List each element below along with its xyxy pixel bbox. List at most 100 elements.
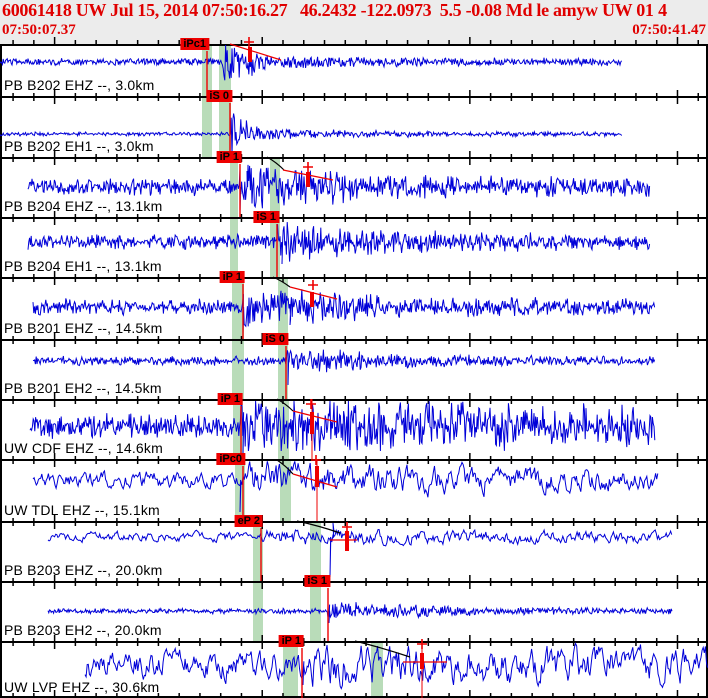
timeline-minor-tick — [572, 93, 575, 101]
timeline-minor-tick — [199, 336, 201, 344]
coda-plus-marker[interactable] — [342, 522, 352, 532]
coda-end-marker[interactable] — [306, 172, 310, 187]
timeline-minor-tick — [427, 274, 430, 282]
coda-end-marker[interactable] — [420, 653, 424, 669]
ruler-minor-tick — [386, 40, 388, 44]
timeline-minor-tick — [635, 336, 637, 344]
timeline-minor-tick — [635, 274, 637, 282]
timeline-major-tick — [53, 151, 56, 165]
timeline-minor-tick — [448, 638, 450, 646]
timeline-minor-tick — [136, 274, 139, 282]
phase-pick-line[interactable] — [242, 466, 244, 521]
timeline-minor-tick — [635, 396, 637, 404]
coda-plus-marker[interactable] — [303, 162, 313, 172]
timeline-minor-tick — [614, 154, 616, 162]
seismogram-trace[interactable] — [0, 44, 623, 81]
timeline-minor-tick — [116, 93, 118, 101]
timeline-minor-tick — [635, 638, 637, 646]
seismogram-trace[interactable] — [32, 461, 659, 513]
coda-decay-curve — [296, 520, 341, 534]
timeline-minor-tick — [531, 93, 533, 101]
timeline-minor-tick — [12, 638, 14, 646]
phase-pick-line[interactable] — [327, 588, 329, 641]
coda-duration-line[interactable] — [316, 459, 318, 521]
timeline-minor-tick — [136, 93, 139, 101]
timeline-minor-tick — [531, 336, 533, 344]
timeline-minor-tick — [510, 578, 513, 586]
timeline-minor-tick — [427, 93, 430, 101]
timeline-minor-tick — [157, 693, 160, 698]
pick-uncertainty-band — [283, 641, 298, 698]
pick-uncertainty-band — [219, 96, 231, 157]
seismogram-trace[interactable] — [47, 602, 673, 624]
timeline-minor-tick — [33, 154, 35, 162]
timeline-minor-tick — [33, 693, 35, 698]
coda-plus-marker[interactable] — [306, 399, 316, 409]
timeline-minor-tick — [240, 214, 243, 222]
timeline-minor-tick — [427, 214, 430, 222]
coda-end-marker[interactable] — [310, 292, 314, 307]
timeline-minor-tick — [448, 518, 450, 526]
timeline-minor-tick — [489, 638, 492, 646]
seismogram-trace[interactable] — [27, 164, 651, 214]
phase-pick-line[interactable] — [276, 224, 278, 277]
timeline-minor-tick — [95, 578, 97, 586]
timeline-major-tick — [469, 333, 471, 347]
phase-pick-line[interactable] — [285, 346, 287, 399]
phase-pick-line[interactable] — [301, 648, 303, 698]
coda-plus-marker[interactable] — [311, 455, 321, 465]
timeline-minor-tick — [614, 518, 616, 526]
seismogram-trace[interactable] — [47, 522, 673, 578]
timeline-minor-tick — [448, 456, 450, 464]
coda-end-marker[interactable] — [345, 531, 349, 551]
coda-duration-line[interactable] — [421, 641, 423, 698]
timeline-minor-tick — [74, 693, 77, 698]
seismogram-trace[interactable] — [32, 349, 656, 386]
timeline-major-tick — [53, 453, 56, 467]
seismogram-trace[interactable] — [32, 289, 656, 335]
timeline-minor-tick — [178, 274, 180, 282]
timeline-minor-tick — [136, 214, 139, 222]
timeline-minor-tick — [552, 396, 554, 404]
coda-end-marker[interactable] — [248, 47, 252, 62]
pick-uncertainty-band — [253, 521, 263, 581]
phase-pick-line[interactable] — [206, 51, 208, 96]
timeline-minor-tick — [489, 396, 492, 404]
timeline-minor-tick — [510, 638, 513, 646]
coda-fit-line — [229, 43, 282, 61]
coda-plus-marker[interactable] — [308, 280, 318, 290]
timeline-minor-tick — [365, 638, 367, 646]
timeline-major-tick — [261, 211, 263, 225]
coda-plus-marker[interactable] — [417, 639, 427, 649]
timeline-major-tick — [676, 515, 679, 529]
timeline-minor-tick — [95, 396, 97, 404]
timeline-minor-tick — [614, 336, 616, 344]
timeline-minor-tick — [510, 336, 513, 344]
seismogram-trace[interactable] — [84, 642, 708, 690]
phase-pick-line[interactable] — [239, 164, 241, 217]
timeline-minor-tick — [697, 214, 699, 222]
timeline-minor-tick — [303, 336, 305, 344]
timeline-minor-tick — [552, 274, 554, 282]
timeline-minor-tick — [95, 154, 97, 162]
timeline-major-tick — [53, 90, 56, 104]
ruler-minor-tick — [323, 40, 326, 44]
coda-end-marker[interactable] — [315, 466, 319, 487]
timeline-minor-tick — [448, 214, 450, 222]
seismogram-trace[interactable] — [29, 400, 656, 457]
timeline-minor-tick — [510, 693, 513, 698]
ruler-minor-tick — [157, 40, 160, 44]
phase-pick-line[interactable] — [240, 406, 242, 459]
timeline-minor-tick — [33, 274, 35, 282]
coda-end-marker[interactable] — [310, 412, 314, 434]
coda-plus-marker[interactable] — [244, 37, 254, 47]
phase-pick-line[interactable] — [242, 284, 244, 339]
timeline-minor-tick — [697, 578, 699, 586]
timeline-minor-tick — [323, 693, 326, 698]
timeline-minor-tick — [219, 693, 222, 698]
phase-pick-line[interactable] — [260, 528, 262, 581]
seismogram-trace[interactable] — [27, 222, 651, 265]
phase-pick-line[interactable] — [229, 103, 231, 157]
seismogram-trace[interactable] — [0, 113, 623, 156]
